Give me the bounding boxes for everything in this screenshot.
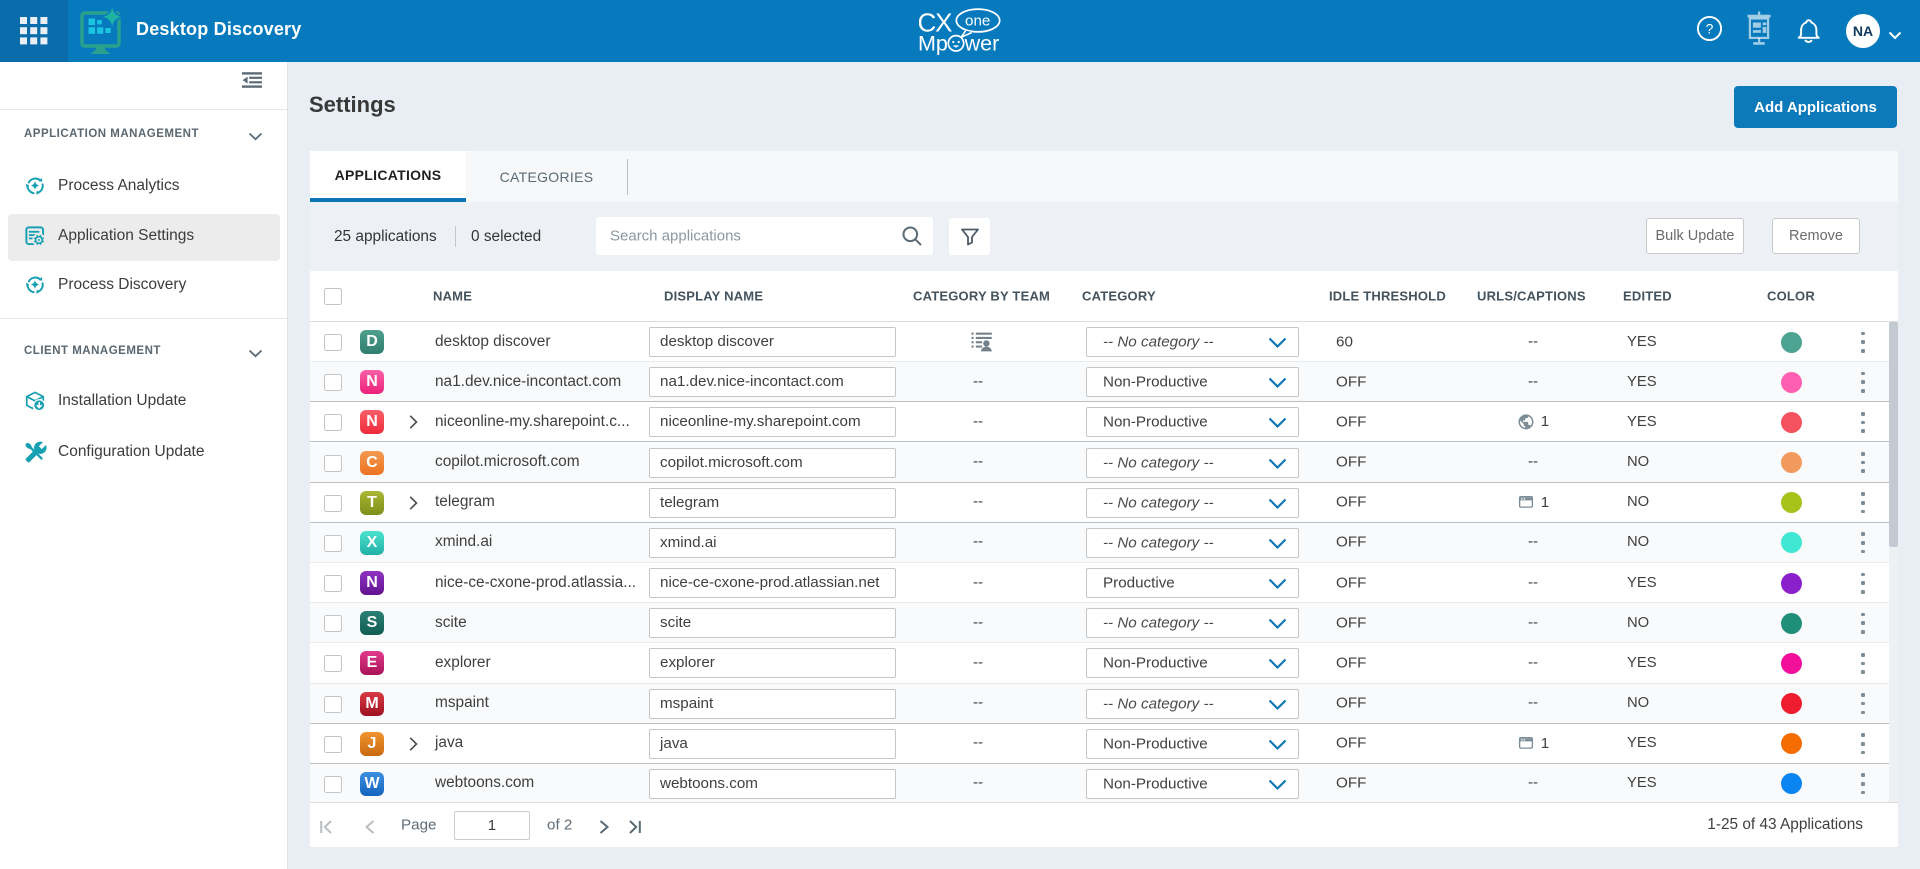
svg-text:wer: wer	[964, 31, 1000, 55]
svg-text:?: ?	[1706, 21, 1714, 37]
svg-text:one: one	[965, 13, 990, 30]
svg-text:CX: CX	[919, 8, 952, 38]
svg-text:Mp: Mp	[919, 31, 948, 55]
